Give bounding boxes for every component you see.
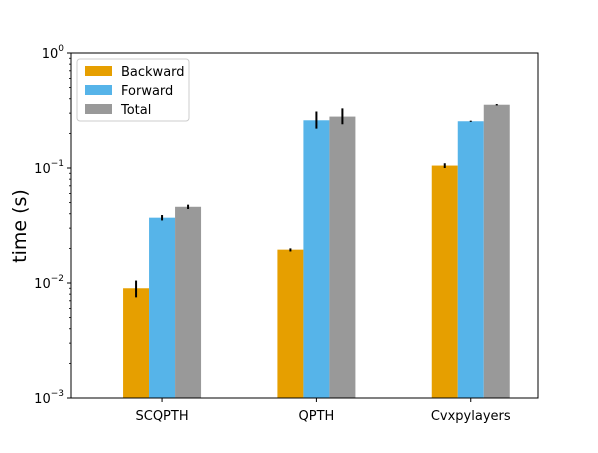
legend-label-total: Total (120, 103, 151, 118)
legend-swatch-total (85, 104, 112, 114)
bar-backward-scqpth (123, 288, 150, 398)
bar-total-cvxpylayers (483, 104, 510, 398)
legend-swatch-backward (85, 66, 112, 76)
bar-forward-scqpth (149, 217, 176, 398)
y-axis: 10−3 10−2 10−1 100 (34, 44, 71, 407)
legend: Backward Forward Total (76, 58, 190, 122)
bars-layer (123, 104, 510, 398)
legend-swatch-forward (85, 85, 112, 95)
bar-forward-qpth (303, 120, 330, 398)
bar-forward-cvxpylayers (457, 121, 484, 398)
bar-backward-qpth (277, 249, 304, 398)
x-tick-label: Cvxpylayers (431, 409, 511, 424)
x-axis: SCQPTH QPTH Cvxpylayers (136, 398, 511, 424)
y-tick-label: 10−1 (34, 159, 64, 177)
x-tick-label: SCQPTH (136, 409, 189, 424)
y-tick-label: 100 (42, 44, 65, 62)
bar-total-scqpth (175, 206, 202, 398)
bar-backward-cvxpylayers (431, 165, 458, 398)
y-tick-label: 10−3 (34, 389, 64, 407)
x-tick-label: QPTH (299, 409, 335, 424)
error-bars-layer (135, 104, 498, 298)
legend-label-backward: Backward (121, 65, 185, 80)
plot-frame (70, 52, 539, 399)
bar-total-qpth (329, 116, 356, 398)
legend-label-forward: Forward (121, 84, 173, 99)
y-tick-label: 10−2 (34, 274, 64, 292)
y-axis-label: time (s) (9, 189, 31, 263)
